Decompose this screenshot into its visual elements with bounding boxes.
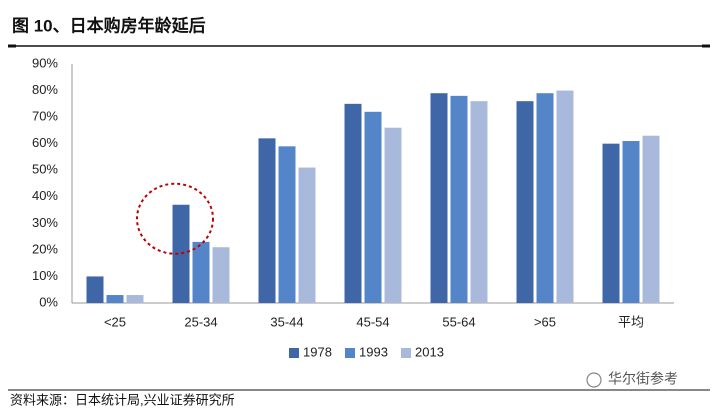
y-tick-label: 10% (32, 268, 58, 283)
y-tick-label: 30% (32, 215, 58, 230)
bar (106, 295, 124, 303)
bar (86, 276, 104, 303)
bar (126, 295, 144, 303)
bar (450, 95, 468, 303)
bar (430, 93, 448, 303)
chart-title: 图 10、日本购房年龄延后 (12, 15, 206, 35)
bar (172, 204, 190, 303)
legend-label: 1993 (359, 344, 388, 359)
bar (212, 247, 230, 303)
bar (278, 146, 296, 303)
watermark: 华尔街参考 (608, 371, 678, 387)
y-tick-label: 90% (32, 55, 58, 70)
bar (364, 111, 382, 303)
bar (258, 138, 276, 303)
y-tick-label: 0% (39, 294, 58, 309)
legend-label: 1978 (303, 344, 332, 359)
bar (642, 135, 660, 303)
bar (602, 143, 620, 303)
x-tick-label: <25 (104, 314, 126, 329)
x-tick-label: 55-64 (442, 314, 475, 329)
source-note: 资料来源：日本统计局,兴业证券研究所 (10, 392, 235, 407)
legend-swatch (401, 348, 411, 358)
highlight-ellipse (136, 182, 214, 255)
bar (344, 103, 362, 303)
x-tick-label: 平均 (618, 314, 644, 329)
legend-label: 2013 (415, 344, 444, 359)
legend-swatch (345, 348, 355, 358)
bar (192, 241, 210, 303)
y-tick-label: 70% (32, 109, 58, 124)
y-tick-label: 50% (32, 162, 58, 177)
bar (536, 93, 554, 303)
bar (622, 141, 640, 303)
bar (384, 127, 402, 303)
y-tick-label: 60% (32, 135, 58, 150)
watermark-icon (586, 372, 602, 388)
x-tick-label: 25-34 (184, 314, 217, 329)
bar (556, 90, 574, 303)
x-tick-label: 45-54 (356, 314, 389, 329)
x-tick-label: >65 (534, 314, 556, 329)
y-tick-label: 40% (32, 188, 58, 203)
y-tick-label: 20% (32, 241, 58, 256)
y-tick-label: 80% (32, 82, 58, 97)
bar (516, 101, 534, 303)
bar (298, 167, 316, 303)
x-tick-label: 35-44 (270, 314, 303, 329)
legend-swatch (289, 348, 299, 358)
bar (470, 101, 488, 303)
